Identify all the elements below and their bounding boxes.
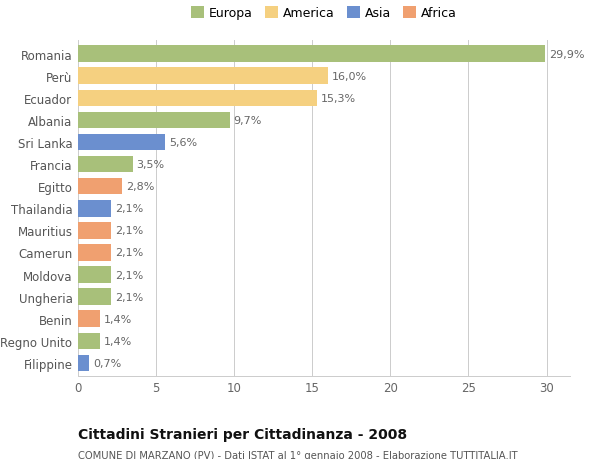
Text: 2,8%: 2,8% — [125, 182, 154, 192]
Bar — [78, 157, 133, 173]
Bar — [78, 267, 111, 283]
Text: 16,0%: 16,0% — [332, 72, 367, 82]
Text: Cittadini Stranieri per Cittadinanza - 2008: Cittadini Stranieri per Cittadinanza - 2… — [78, 427, 407, 441]
Text: 2,1%: 2,1% — [115, 226, 143, 236]
Bar — [78, 90, 317, 107]
Bar — [78, 134, 166, 151]
Bar — [78, 201, 111, 217]
Bar — [78, 68, 328, 85]
Text: 2,1%: 2,1% — [115, 248, 143, 258]
Text: COMUNE DI MARZANO (PV) - Dati ISTAT al 1° gennaio 2008 - Elaborazione TUTTITALIA: COMUNE DI MARZANO (PV) - Dati ISTAT al 1… — [78, 450, 518, 459]
Bar — [78, 46, 545, 63]
Bar — [78, 223, 111, 239]
Text: 29,9%: 29,9% — [549, 50, 584, 60]
Legend: Europa, America, Asia, Africa: Europa, America, Asia, Africa — [191, 7, 457, 20]
Text: 5,6%: 5,6% — [169, 138, 197, 148]
Text: 0,7%: 0,7% — [93, 358, 121, 368]
Bar — [78, 289, 111, 305]
Text: 1,4%: 1,4% — [104, 314, 132, 324]
Text: 2,1%: 2,1% — [115, 204, 143, 214]
Bar — [78, 333, 100, 349]
Text: 1,4%: 1,4% — [104, 336, 132, 346]
Text: 3,5%: 3,5% — [137, 160, 164, 170]
Text: 2,1%: 2,1% — [115, 292, 143, 302]
Text: 9,7%: 9,7% — [233, 116, 262, 126]
Bar — [78, 179, 122, 195]
Text: 2,1%: 2,1% — [115, 270, 143, 280]
Text: 15,3%: 15,3% — [321, 94, 356, 104]
Bar — [78, 355, 89, 371]
Bar — [78, 245, 111, 261]
Bar — [78, 112, 230, 129]
Bar — [78, 311, 100, 327]
